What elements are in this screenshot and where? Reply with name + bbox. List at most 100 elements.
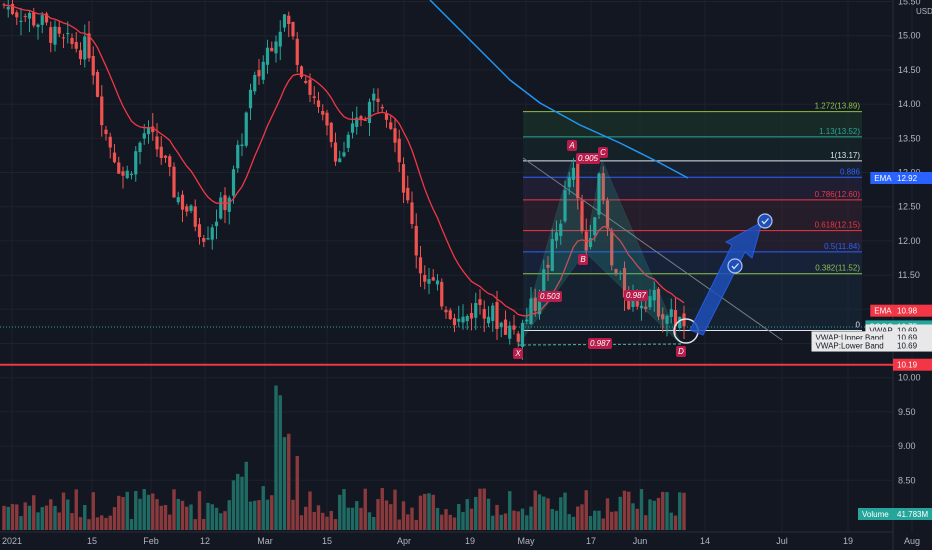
price-label-name: VWAP xyxy=(869,327,892,336)
candle-body xyxy=(372,93,376,101)
price-label-name: EMA xyxy=(874,174,892,183)
ema-long-line xyxy=(429,0,689,179)
volume-bar xyxy=(159,505,163,530)
volume-bar xyxy=(469,508,474,530)
fib-label: 0.886 xyxy=(840,167,861,176)
volume-name-box xyxy=(858,508,893,520)
candle-body xyxy=(121,171,125,176)
candle-body xyxy=(299,66,304,77)
volume-bar xyxy=(571,516,576,530)
volume-bar xyxy=(6,506,10,530)
x-tick-label: 15 xyxy=(87,536,97,546)
candle-body xyxy=(163,155,168,158)
candle-body xyxy=(202,238,206,242)
volume-bar xyxy=(355,501,359,530)
volume-bar xyxy=(236,473,240,530)
volume-bar xyxy=(525,515,529,530)
volume-bar xyxy=(248,501,253,530)
volume-bar xyxy=(155,499,159,530)
x-tick-label: Feb xyxy=(143,536,159,546)
volume-bar xyxy=(580,504,584,530)
candle-body xyxy=(406,187,410,201)
candle-body xyxy=(605,200,610,229)
volume-bar xyxy=(563,492,567,530)
price-axis[interactable]: 15.5015.0014.5014.0013.5013.0012.5012.00… xyxy=(811,0,932,520)
candle-body xyxy=(61,37,66,39)
candle-body xyxy=(610,231,614,266)
volume-bar xyxy=(304,506,308,530)
volume-bar xyxy=(125,491,129,530)
candle-body xyxy=(227,197,231,212)
candle-body xyxy=(53,26,57,45)
candle-body xyxy=(516,333,520,342)
volume-bar xyxy=(682,492,686,530)
candle-body xyxy=(117,162,121,174)
price-label-value: 10.98 xyxy=(897,307,918,316)
x-tick-label: Apr xyxy=(397,536,411,546)
volume-bar xyxy=(74,489,78,530)
volume-bar xyxy=(431,494,435,530)
fib-label: 0.382(11.52) xyxy=(815,264,860,273)
candle-body xyxy=(461,316,465,323)
fib-label: 1.272(13.89) xyxy=(815,102,861,111)
candle-body xyxy=(261,61,265,80)
volume-bar xyxy=(550,508,554,530)
y-tick-label: 11.50 xyxy=(898,270,920,280)
candle-body xyxy=(223,195,227,210)
candle-body xyxy=(656,288,661,317)
pattern-point-badge xyxy=(598,147,608,158)
volume-bar xyxy=(274,385,278,530)
candle-body xyxy=(49,27,53,43)
volume-bar xyxy=(508,491,512,530)
candle-body xyxy=(66,33,70,35)
volume-bar xyxy=(393,489,397,530)
x-tick-label: Jul xyxy=(776,536,788,546)
candle-body xyxy=(257,70,261,77)
volume-bar xyxy=(36,512,40,530)
candle-body xyxy=(146,127,151,135)
fib-zone xyxy=(523,111,862,137)
volume-bar xyxy=(631,503,635,530)
volume-bar xyxy=(465,499,469,530)
volume-bar xyxy=(219,513,223,530)
candle-body xyxy=(346,134,350,148)
candle-body xyxy=(104,129,108,134)
volume-bar xyxy=(639,489,644,530)
time-axis[interactable]: 2021 15 Feb 12 Mar 15 Apr 19 May 17 Jun 14 Jul 19 Aug xyxy=(2,536,920,546)
candle-body xyxy=(597,173,601,215)
candle-body xyxy=(240,144,244,146)
candle-body xyxy=(189,205,193,211)
candle-body xyxy=(15,12,19,18)
volume-bar xyxy=(669,512,673,530)
price-label-name: VWAP:Upper Band xyxy=(816,333,884,342)
y-tick-label: 14.50 xyxy=(898,65,921,75)
price-label-value-box xyxy=(893,339,932,352)
volume-bar xyxy=(257,500,261,530)
volume-value: 41.783M xyxy=(897,510,928,519)
candle-body xyxy=(435,280,440,285)
fib-label: 1(13.17) xyxy=(830,151,860,160)
volume-bar xyxy=(397,519,401,530)
indicators xyxy=(3,0,689,317)
candle-body xyxy=(83,36,87,60)
candle-body xyxy=(423,274,427,282)
candle-body xyxy=(363,119,367,121)
candle-body xyxy=(474,303,478,318)
candle-body xyxy=(36,24,40,27)
volume-bar xyxy=(333,519,338,530)
candle-body xyxy=(308,79,312,95)
candle-body xyxy=(554,232,559,241)
candle-body xyxy=(452,318,457,326)
candle-body xyxy=(355,117,359,127)
candle-body xyxy=(304,80,308,83)
volume-bar xyxy=(180,500,185,530)
volume-bar xyxy=(644,515,648,530)
candle-body xyxy=(389,122,393,129)
currency-label: USD xyxy=(916,7,932,16)
candle-body xyxy=(70,37,74,44)
volume-bar xyxy=(452,517,457,530)
volume-bar xyxy=(406,514,410,530)
volume-bar xyxy=(350,507,355,530)
volume-bar xyxy=(576,506,580,530)
